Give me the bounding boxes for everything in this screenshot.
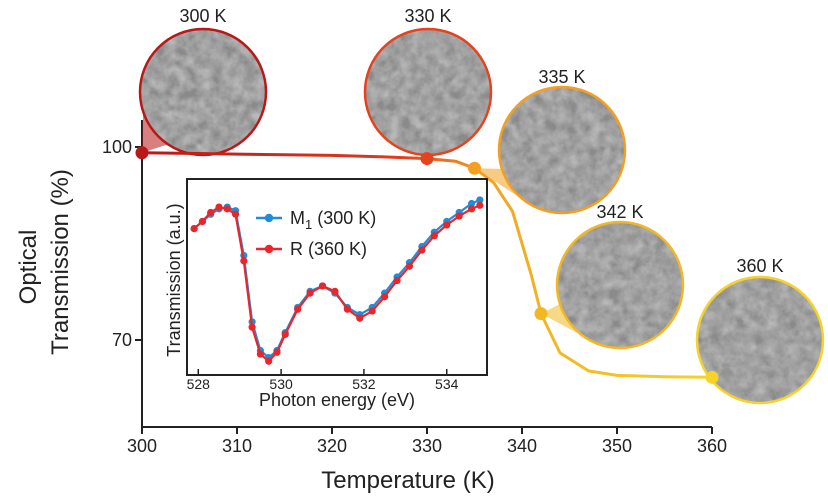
inset-point-1-19 (381, 293, 389, 301)
inset-point-1-17 (356, 314, 364, 322)
inset-point-1-5 (231, 210, 240, 218)
inset-point-1-10 (273, 348, 281, 356)
main-x-axis-title: Temperature (K) (321, 467, 494, 494)
main-x-ticks: 300 310 320 330 340 350 360 (127, 427, 727, 456)
inset-point-1-6 (240, 257, 248, 265)
main-x-tick-label-360: 360 (697, 436, 727, 456)
inset-series-line-1 (193, 204, 481, 363)
inset-point-1-2 (207, 208, 215, 217)
inset-point-1-21 (405, 262, 414, 270)
inset-x-tick-label-528: 528 (187, 376, 211, 392)
inset-point-1-18 (368, 307, 376, 315)
inset-point-1-0 (190, 225, 198, 233)
inset-point-1-27 (476, 201, 484, 209)
snapshot-image-330 (365, 29, 491, 155)
main-point-335 (468, 161, 481, 175)
inset-point-1-20 (393, 276, 401, 285)
inset-point-1-16 (343, 305, 351, 313)
inset-legend: M1 (300 K) R (360 K) (256, 208, 376, 259)
snapshot-ring-342 (555, 220, 685, 350)
inset-point-1-12 (294, 305, 302, 313)
inset-point-1-25 (455, 212, 463, 220)
inset-series-1 (190, 201, 484, 365)
snapshot-label-330: 330 K (404, 6, 451, 26)
inset-point-1-7 (248, 323, 256, 331)
inset-point-1-23 (430, 232, 438, 240)
inset-point-1-1 (198, 217, 207, 226)
inset-point-1-11 (281, 330, 289, 338)
main-y-axis-title-line2: Transmission (%) (47, 169, 74, 355)
main-series-line (141, 151, 713, 379)
snapshot-image-360 (697, 277, 823, 403)
main-x-tick-label-330: 330 (412, 436, 442, 456)
inset-y-axis-title: Transmission (a.u.) (164, 203, 184, 356)
inset-point-1-24 (443, 221, 451, 229)
snapshot-ring-335 (497, 85, 627, 215)
main-point-360 (705, 370, 719, 384)
inset-point-0-26 (467, 199, 476, 208)
snapshot-330: 330 K (363, 6, 493, 159)
inset-x-tick-label-530: 530 (269, 376, 293, 392)
legend-entry-r: R (360 K) (256, 239, 367, 259)
snapshot-300: 300 K (138, 6, 268, 157)
main-point-330 (420, 152, 434, 166)
main-x-tick-label-350: 350 (602, 436, 632, 456)
snapshot-342: 342 K (541, 202, 685, 350)
main-point-342 (534, 307, 548, 321)
snapshot-360: 360 K (695, 256, 825, 405)
main-x-tick-label-340: 340 (507, 436, 537, 456)
main-x-tick-label-300: 300 (127, 436, 157, 456)
inset-point-1-14 (318, 282, 327, 290)
inset-point-1-4 (223, 205, 231, 213)
inset-x-tick-label-532: 532 (352, 376, 376, 392)
inset-x-axis-title: Photon energy (eV) (259, 390, 415, 410)
legend-entry-m1: M1 (300 K) (256, 208, 376, 232)
main-x-tick-label-320: 320 (317, 436, 347, 456)
inset-x-ticks: 528 530 532 534 (187, 369, 459, 392)
legend-marker-r (264, 244, 274, 254)
snapshot-image-342 (557, 222, 683, 348)
snapshot-image-300 (140, 29, 266, 155)
inset-point-1-15 (331, 287, 339, 295)
snapshot-image-335 (499, 87, 625, 213)
main-y-tick-label-70: 70 (112, 330, 132, 350)
inset-point-1-22 (418, 246, 426, 254)
main-curve (141, 151, 713, 379)
snapshot-ring-360 (695, 275, 825, 405)
main-y-tick-label-100: 100 (102, 137, 132, 157)
main-point-300 (135, 146, 149, 160)
inset-plot: 528 530 532 534 Photon energy (eV) Transmis… (164, 178, 488, 410)
legend-label-m1: M1 (300 K) (290, 208, 376, 232)
inset-point-0-27 (476, 196, 484, 204)
snapshot-label-342: 342 K (596, 202, 643, 222)
inset-series (190, 196, 484, 365)
main-x-tick-label-310: 310 (222, 436, 252, 456)
inset-point-1-8 (256, 350, 264, 358)
main-markers (135, 146, 719, 384)
inset-x-tick-label-534: 534 (435, 376, 459, 392)
legend-label-r: R (360 K) (290, 239, 367, 259)
snapshot-335: 335 K (474, 67, 627, 215)
legend-marker-m1 (264, 213, 274, 223)
snapshot-label-335: 335 K (538, 67, 585, 87)
inset-point-1-3 (215, 203, 223, 211)
inset-point-1-26 (467, 205, 476, 213)
inset-point-1-13 (306, 289, 314, 297)
main-y-ticks: 70 100 (102, 137, 142, 350)
inset-point-1-9 (265, 357, 273, 365)
snapshot-label-360: 360 K (736, 256, 783, 276)
snapshot-label-300: 300 K (179, 6, 226, 26)
main-y-axis-title-line1: Optical (15, 230, 42, 305)
